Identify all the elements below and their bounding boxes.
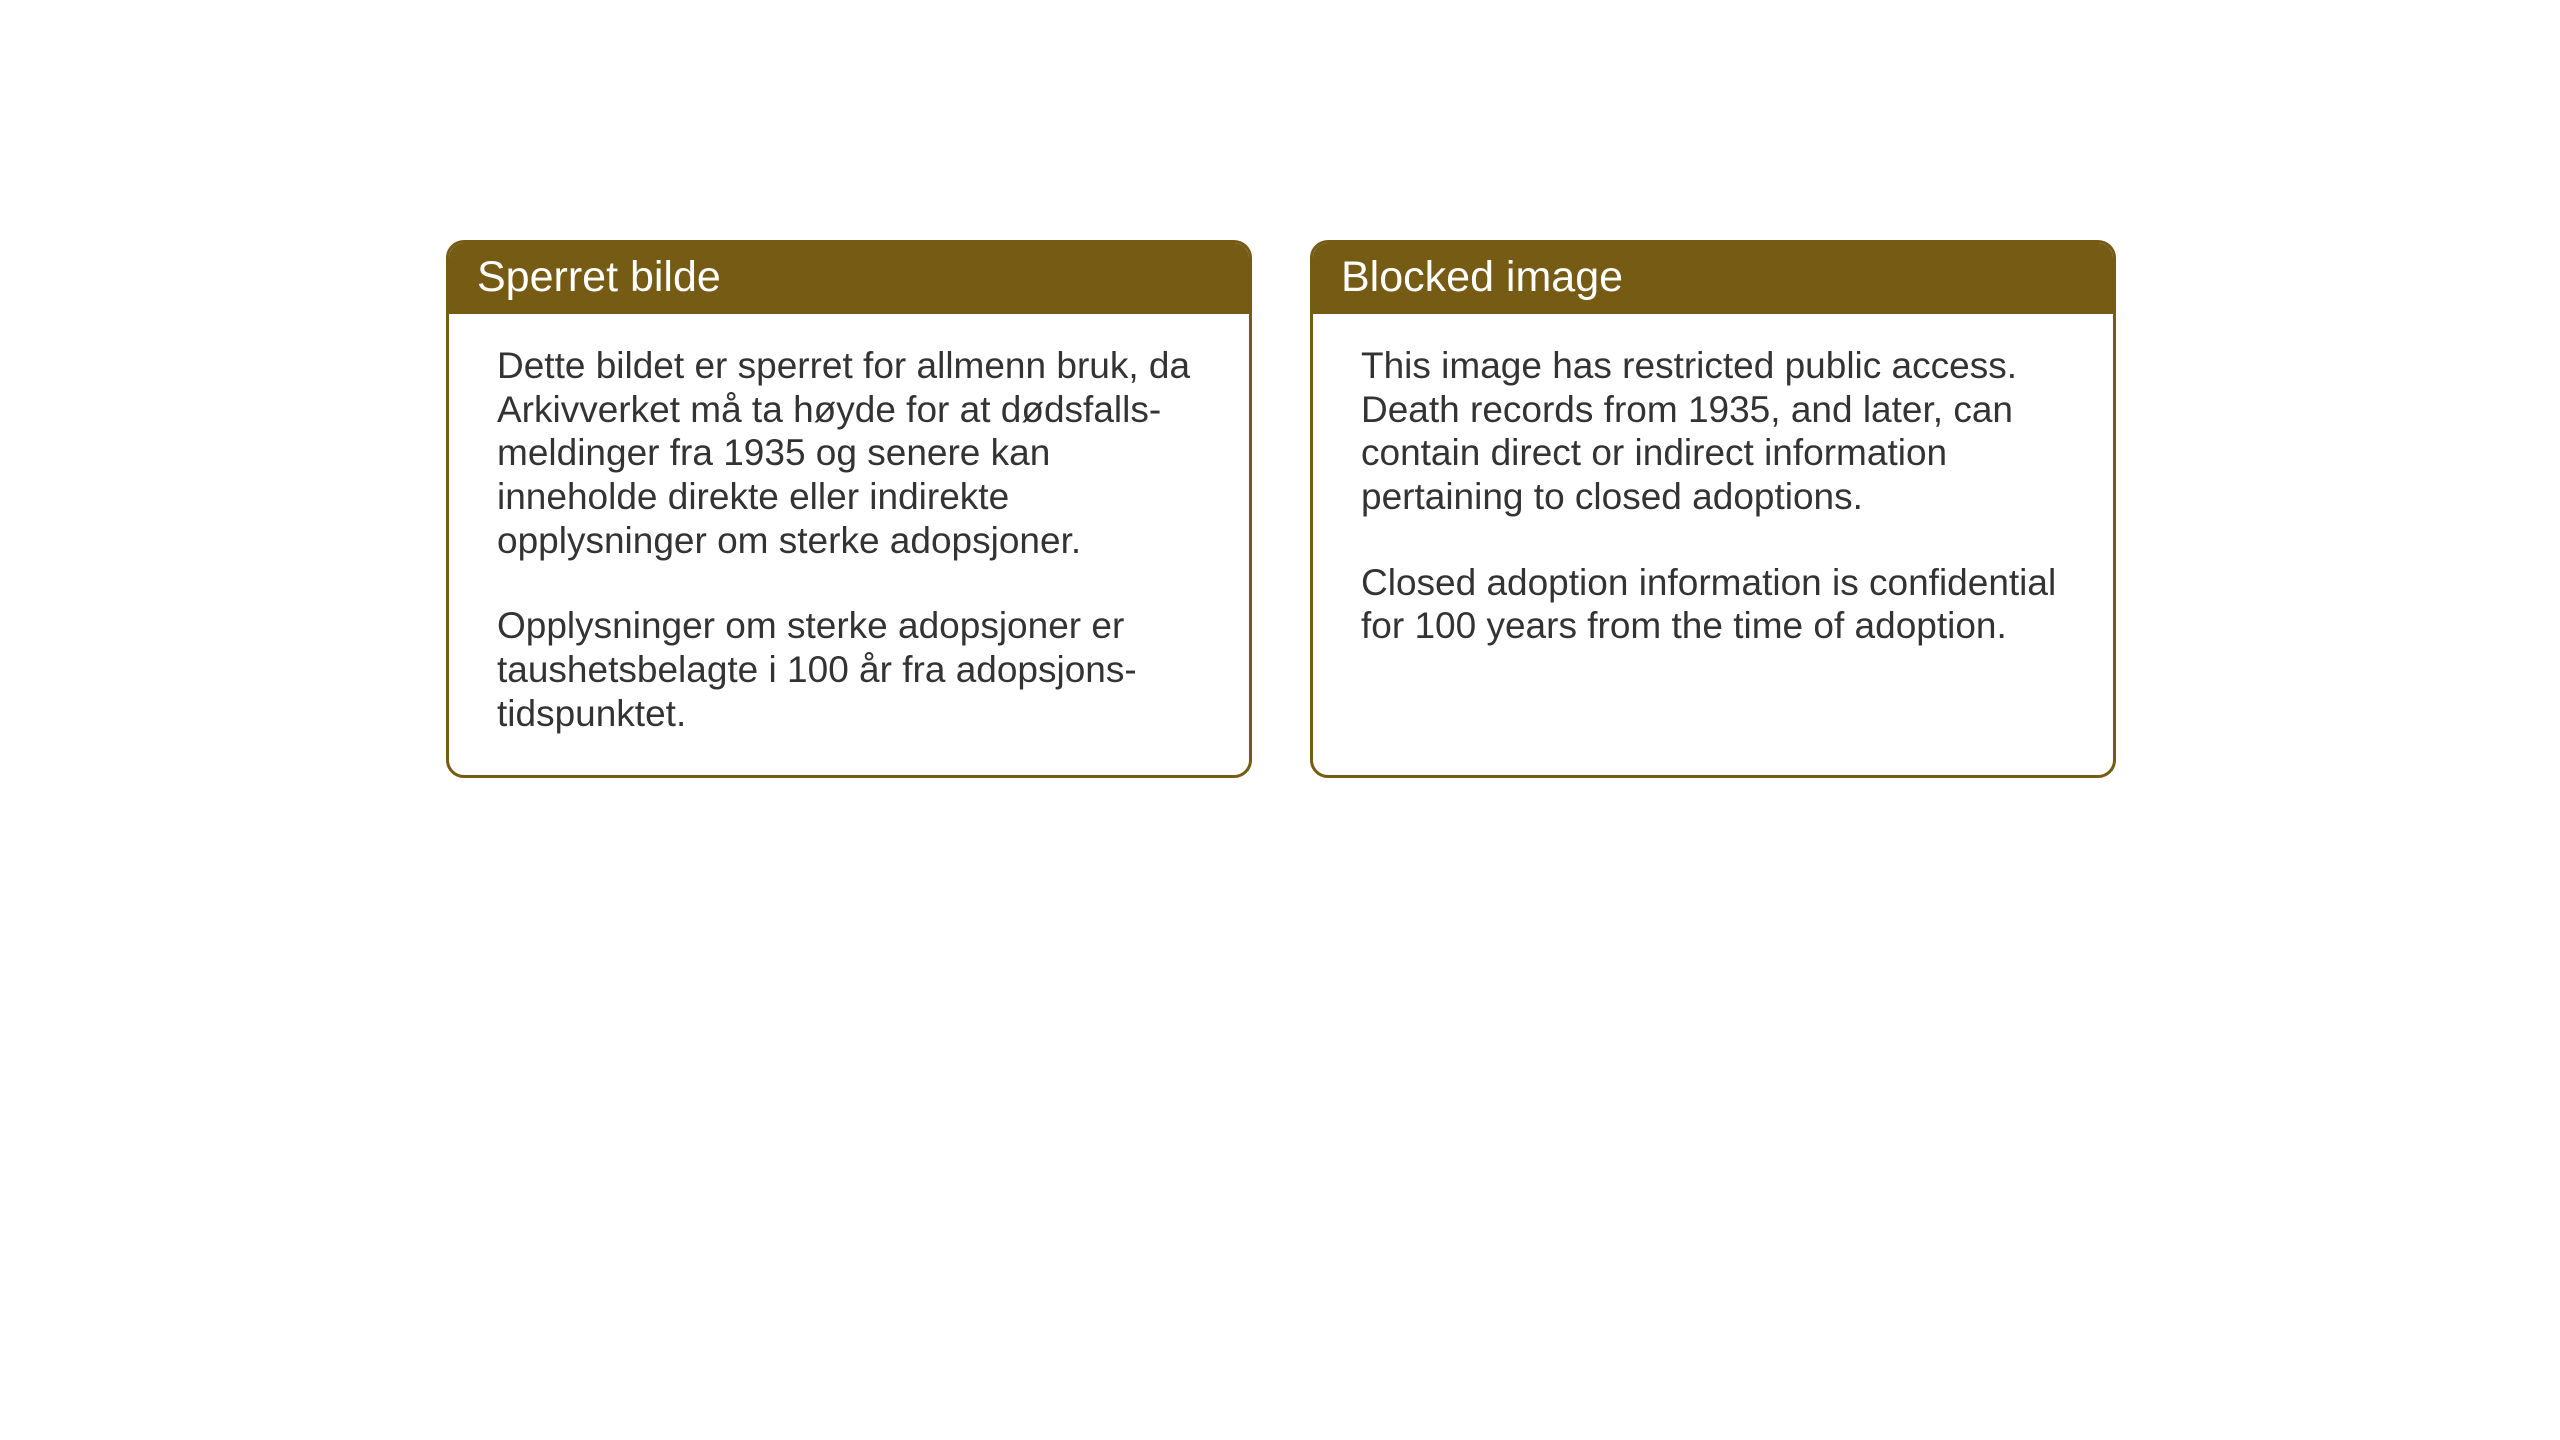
norwegian-paragraph-1: Dette bildet er sperret for allmenn bruk…: [497, 344, 1201, 562]
norwegian-card-body: Dette bildet er sperret for allmenn bruk…: [449, 314, 1249, 775]
norwegian-notice-card: Sperret bilde Dette bildet er sperret fo…: [446, 240, 1252, 778]
english-paragraph-1: This image has restricted public access.…: [1361, 344, 2065, 519]
norwegian-paragraph-2: Opplysninger om sterke adopsjoner er tau…: [497, 604, 1201, 735]
norwegian-card-title: Sperret bilde: [449, 243, 1249, 314]
english-card-title: Blocked image: [1313, 243, 2113, 314]
english-card-body: This image has restricted public access.…: [1313, 314, 2113, 734]
english-paragraph-2: Closed adoption information is confident…: [1361, 561, 2065, 648]
notice-container: Sperret bilde Dette bildet er sperret fo…: [446, 240, 2116, 778]
english-notice-card: Blocked image This image has restricted …: [1310, 240, 2116, 778]
